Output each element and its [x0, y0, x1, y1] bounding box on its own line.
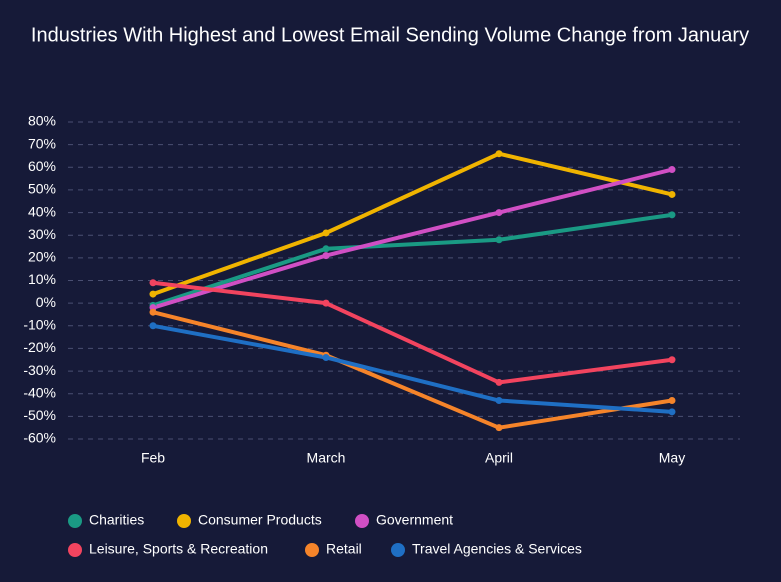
- y-tick-label: -50%: [23, 407, 56, 423]
- chart-title: Industries With Highest and Lowest Email…: [31, 24, 749, 46]
- data-point: [322, 299, 330, 307]
- y-tick-label: 60%: [28, 158, 56, 174]
- legend-label: Travel Agencies & Services: [412, 541, 582, 557]
- data-point: [668, 190, 676, 198]
- y-tick-label: 10%: [28, 271, 56, 287]
- legend-label: Charities: [89, 512, 144, 528]
- y-tick-label: -40%: [23, 384, 56, 400]
- series-line: [151, 280, 674, 385]
- data-point: [495, 397, 503, 405]
- data-point: [495, 424, 503, 432]
- series-line: [151, 212, 674, 308]
- x-tick-label: April: [485, 450, 513, 466]
- data-point: [322, 229, 330, 237]
- series-line: [151, 151, 674, 297]
- legend-label: Consumer Products: [198, 512, 322, 528]
- legend-marker: [355, 514, 369, 528]
- legend-marker: [391, 543, 405, 557]
- x-tick-label: March: [307, 450, 346, 466]
- data-point: [322, 245, 330, 253]
- legend-label: Retail: [326, 541, 362, 557]
- series-line: [151, 310, 674, 430]
- legend-marker: [305, 543, 319, 557]
- data-point: [495, 150, 503, 158]
- y-tick-label: -60%: [23, 430, 56, 446]
- data-point: [668, 397, 676, 405]
- y-tick-label: 70%: [28, 135, 56, 151]
- data-point: [495, 236, 503, 244]
- legend-marker: [68, 514, 82, 528]
- y-tick-label: 30%: [28, 226, 56, 242]
- y-tick-label: 0%: [36, 294, 56, 310]
- legend-marker: [68, 543, 82, 557]
- y-tick-label: -20%: [23, 339, 56, 355]
- data-point: [668, 211, 676, 219]
- x-tick-label: Feb: [141, 450, 165, 466]
- data-point: [149, 290, 157, 298]
- series-line: [151, 323, 674, 414]
- data-point: [149, 322, 157, 330]
- legend-label: Government: [376, 512, 453, 528]
- y-tick-label: 80%: [28, 113, 56, 129]
- data-point: [495, 209, 503, 217]
- data-point: [322, 353, 330, 361]
- data-point: [668, 408, 676, 416]
- data-point: [668, 356, 676, 364]
- data-point: [322, 252, 330, 260]
- series-line: [151, 167, 674, 310]
- y-tick-label: 50%: [28, 181, 56, 197]
- y-tick-label: 20%: [28, 249, 56, 265]
- y-tick-label: -30%: [23, 362, 56, 378]
- y-tick-label: -10%: [23, 316, 56, 332]
- data-point: [668, 166, 676, 174]
- x-tick-label: May: [659, 450, 685, 466]
- data-point: [149, 308, 157, 316]
- data-point: [149, 279, 157, 287]
- data-point: [495, 378, 503, 386]
- legend-marker: [177, 514, 191, 528]
- legend-label: Leisure, Sports & Recreation: [89, 541, 268, 557]
- y-tick-label: 40%: [28, 203, 56, 219]
